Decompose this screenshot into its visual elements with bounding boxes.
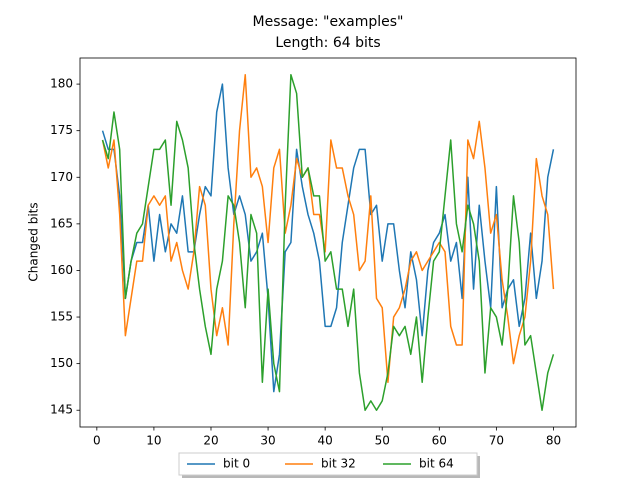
x-tick-label: 50 bbox=[375, 434, 390, 448]
x-tick-label: 20 bbox=[203, 434, 218, 448]
x-tick-label: 0 bbox=[93, 434, 101, 448]
x-tick-label: 70 bbox=[489, 434, 504, 448]
y-axis-label: Changed bits bbox=[27, 202, 41, 281]
legend-label: bit 64 bbox=[419, 457, 454, 471]
y-tick-label: 165 bbox=[50, 216, 73, 230]
x-tick-label: 40 bbox=[318, 434, 333, 448]
line-series bbox=[101, 74, 555, 384]
plot-frame bbox=[79, 57, 577, 428]
line-series bbox=[101, 74, 555, 411]
x-tick-label: 60 bbox=[432, 434, 447, 448]
x-tick-label: 30 bbox=[260, 434, 275, 448]
chart-subtitle: Length: 64 bits bbox=[275, 35, 380, 51]
legend bbox=[178, 452, 478, 476]
y-tick-label: 175 bbox=[50, 123, 73, 137]
y-tick-label: 150 bbox=[50, 356, 73, 370]
legend-label: bit 32 bbox=[321, 457, 356, 471]
legend-label: bit 0 bbox=[223, 457, 250, 471]
y-tick-label: 170 bbox=[50, 170, 73, 184]
y-tick-label: 145 bbox=[50, 403, 73, 417]
x-tick-label: 10 bbox=[146, 434, 161, 448]
line-series bbox=[101, 83, 555, 393]
x-tick-label: 80 bbox=[546, 434, 561, 448]
y-tick-label: 180 bbox=[50, 77, 73, 91]
y-tick-label: 160 bbox=[50, 263, 73, 277]
chart-title: Message: "examples" bbox=[253, 14, 404, 30]
y-tick-label: 155 bbox=[50, 310, 73, 324]
